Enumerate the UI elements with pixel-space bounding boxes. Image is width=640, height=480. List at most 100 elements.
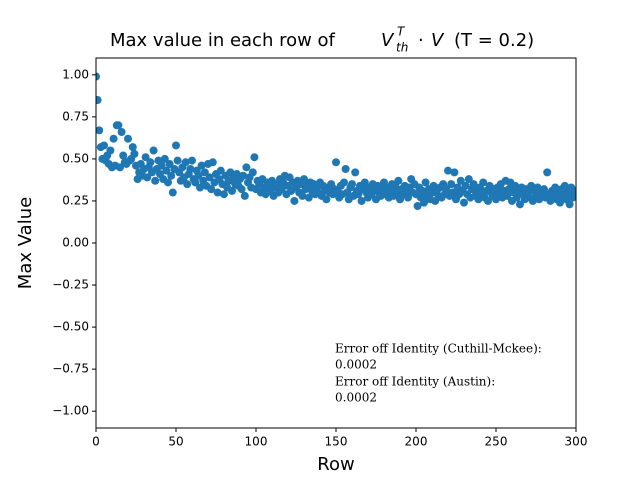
scatter-point <box>183 180 192 189</box>
scatter-point <box>213 188 222 197</box>
scatter-point <box>168 188 177 197</box>
scatter-point <box>242 163 251 172</box>
scatter-point <box>570 186 576 195</box>
x-tick-label: 150 <box>325 435 348 449</box>
x-tick-label: 0 <box>92 435 100 449</box>
scatter-point <box>447 180 456 189</box>
scatter-point <box>96 126 104 135</box>
scatter-point <box>248 168 257 177</box>
scatter-point <box>207 185 216 194</box>
scatter-point <box>130 149 139 158</box>
scatter-point <box>239 171 248 180</box>
scatter-point <box>162 166 171 175</box>
scatter-point <box>351 168 360 177</box>
title-superscript: T <box>397 25 406 39</box>
scatter-point <box>146 158 155 167</box>
y-tick-label: 1.00 <box>62 67 89 81</box>
scatter-point <box>117 128 126 136</box>
scatter-point <box>484 196 492 205</box>
x-tick-label: 300 <box>565 435 588 449</box>
scatter-point <box>237 185 246 194</box>
scatter-point <box>540 185 548 194</box>
scatter-point <box>106 146 115 155</box>
scatter-point <box>172 141 180 150</box>
scatter-point <box>149 146 158 155</box>
scatter-point <box>188 156 196 165</box>
scatter-point <box>119 151 128 160</box>
x-tick-label: 100 <box>245 435 268 449</box>
scatter-point <box>560 181 569 190</box>
title-math: V <box>431 30 445 51</box>
y-tick-label: 0.50 <box>62 151 89 165</box>
annotation-text: Error off Identity (Cuthill-Mckee): <box>335 342 542 356</box>
scatter-point <box>197 161 206 170</box>
x-tick-label: 200 <box>405 435 428 449</box>
y-tick-label: −0.50 <box>52 320 89 334</box>
scatter-point <box>503 191 512 200</box>
scatter-point <box>340 178 348 187</box>
scatter-point <box>413 202 422 210</box>
scatter-point <box>208 158 217 167</box>
y-tick-label: −0.25 <box>52 278 89 292</box>
annotation-text: 0.0002 <box>335 391 377 405</box>
plot-area <box>96 72 576 210</box>
y-axis-label: Max Value <box>15 197 36 289</box>
scatter-point <box>200 168 209 177</box>
scatter-point <box>277 185 286 194</box>
scatter-point <box>543 168 552 177</box>
scatter-point <box>124 134 132 143</box>
scatter-point <box>450 168 459 177</box>
scatter-point <box>444 166 452 175</box>
scatter-point <box>512 193 521 202</box>
scatter-point <box>464 175 473 184</box>
scatter-point <box>456 176 465 185</box>
scatter-point <box>304 193 313 202</box>
scatter-point <box>191 178 200 187</box>
scatter-point <box>157 161 166 170</box>
x-tick-label: 50 <box>168 435 183 449</box>
scatter-point <box>164 178 172 187</box>
scatter-point <box>322 195 331 204</box>
scatter-point <box>360 178 369 187</box>
scatter-point <box>96 96 102 105</box>
axes-frame <box>95 57 577 429</box>
annotation-text: Error off Identity (Austin): <box>335 375 495 389</box>
scatter-point <box>479 178 488 187</box>
scatter-point <box>165 159 174 168</box>
scatter-point <box>151 176 160 185</box>
scatter-point <box>298 191 307 200</box>
title-text: Max value in each row of <box>110 30 336 51</box>
scatter-point <box>228 186 236 195</box>
title-math: · <box>418 30 424 51</box>
scatter-point <box>96 72 100 81</box>
scatter-point <box>300 175 308 184</box>
scatter-point <box>442 185 451 194</box>
x-tick-label: 250 <box>485 435 508 449</box>
scatter-point <box>469 180 478 189</box>
annotation-text: 0.0002 <box>335 358 377 372</box>
scatter-point <box>173 156 182 165</box>
scatter-point <box>196 183 204 192</box>
scatter-point <box>114 121 123 130</box>
scatter-point <box>205 173 214 182</box>
annotation: Error off Identity (Cuthill-Mckee): 0.00… <box>335 342 542 405</box>
scatter-point <box>565 200 574 209</box>
scatter-point <box>216 166 225 175</box>
scatter-point <box>461 181 470 190</box>
x-axis-label: Row <box>317 454 354 475</box>
scatter-point <box>167 171 176 180</box>
y-tick-label: 0.75 <box>62 109 89 123</box>
scatter-point <box>516 200 524 209</box>
scatter-point <box>250 153 259 162</box>
scatter-point <box>568 193 576 202</box>
scatter-point <box>556 198 564 207</box>
scatter-point <box>220 190 228 199</box>
scatter-point <box>181 158 190 167</box>
scatter-point <box>100 141 108 150</box>
y-tick-label: 0.00 <box>62 236 89 250</box>
scatter-point <box>128 143 137 152</box>
scatter-point <box>194 171 203 180</box>
scatter-point <box>394 176 403 185</box>
scatter-point <box>448 188 457 197</box>
